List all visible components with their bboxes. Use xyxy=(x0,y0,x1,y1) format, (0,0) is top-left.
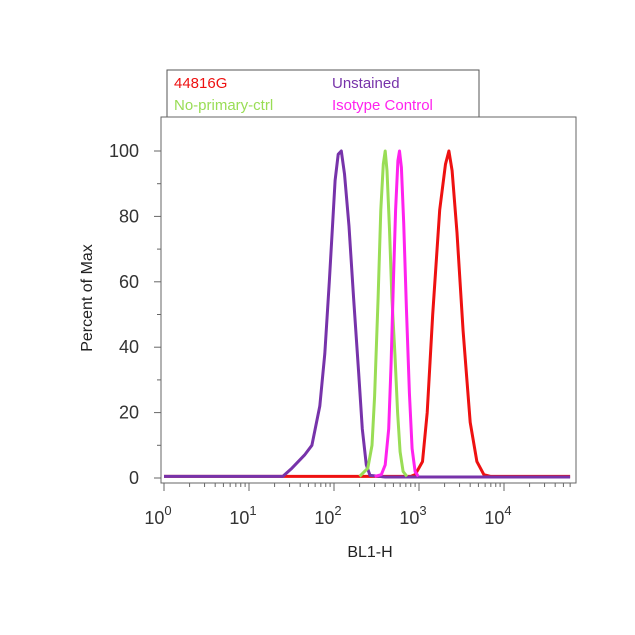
legend: 44816G Unstained No-primary-ctrl Isotype… xyxy=(166,69,480,118)
x-tick-label: 103 xyxy=(399,503,426,528)
y-tick-label: 20 xyxy=(119,403,139,423)
axis-ticks xyxy=(154,150,571,491)
series-line-44816g xyxy=(164,149,571,478)
x-tick-label: 101 xyxy=(229,503,256,528)
legend-box xyxy=(166,69,480,118)
x-tick-label: 104 xyxy=(484,503,511,528)
series-line-unstained xyxy=(164,149,571,479)
legend-entry-unstained: Unstained xyxy=(332,75,400,92)
series-line-isotype-control xyxy=(374,149,420,478)
x-axis-title: BL1-H xyxy=(347,544,392,561)
tick-labels: 0 20 40 60 80 100 100 101 102 103 104 xyxy=(109,141,512,528)
y-tick-label: 80 xyxy=(119,206,139,226)
x-tick-label: 100 xyxy=(144,503,171,528)
y-tick-label: 60 xyxy=(119,272,139,292)
series-line-no-primary-ctrl xyxy=(358,149,409,478)
plot-frame xyxy=(160,116,577,484)
y-tick-label: 40 xyxy=(119,337,139,357)
y-tick-label: 100 xyxy=(109,141,139,161)
legend-entry-no-primary-ctrl: No-primary-ctrl xyxy=(174,97,273,114)
legend-entry-44816G: 44816G xyxy=(174,75,227,92)
y-tick-label: 0 xyxy=(129,468,139,488)
series-layer xyxy=(164,149,571,479)
x-tick-label: 102 xyxy=(314,503,341,528)
y-axis-title: Percent of Max xyxy=(79,244,96,352)
legend-entry-isotype-control: Isotype Control xyxy=(332,97,433,114)
